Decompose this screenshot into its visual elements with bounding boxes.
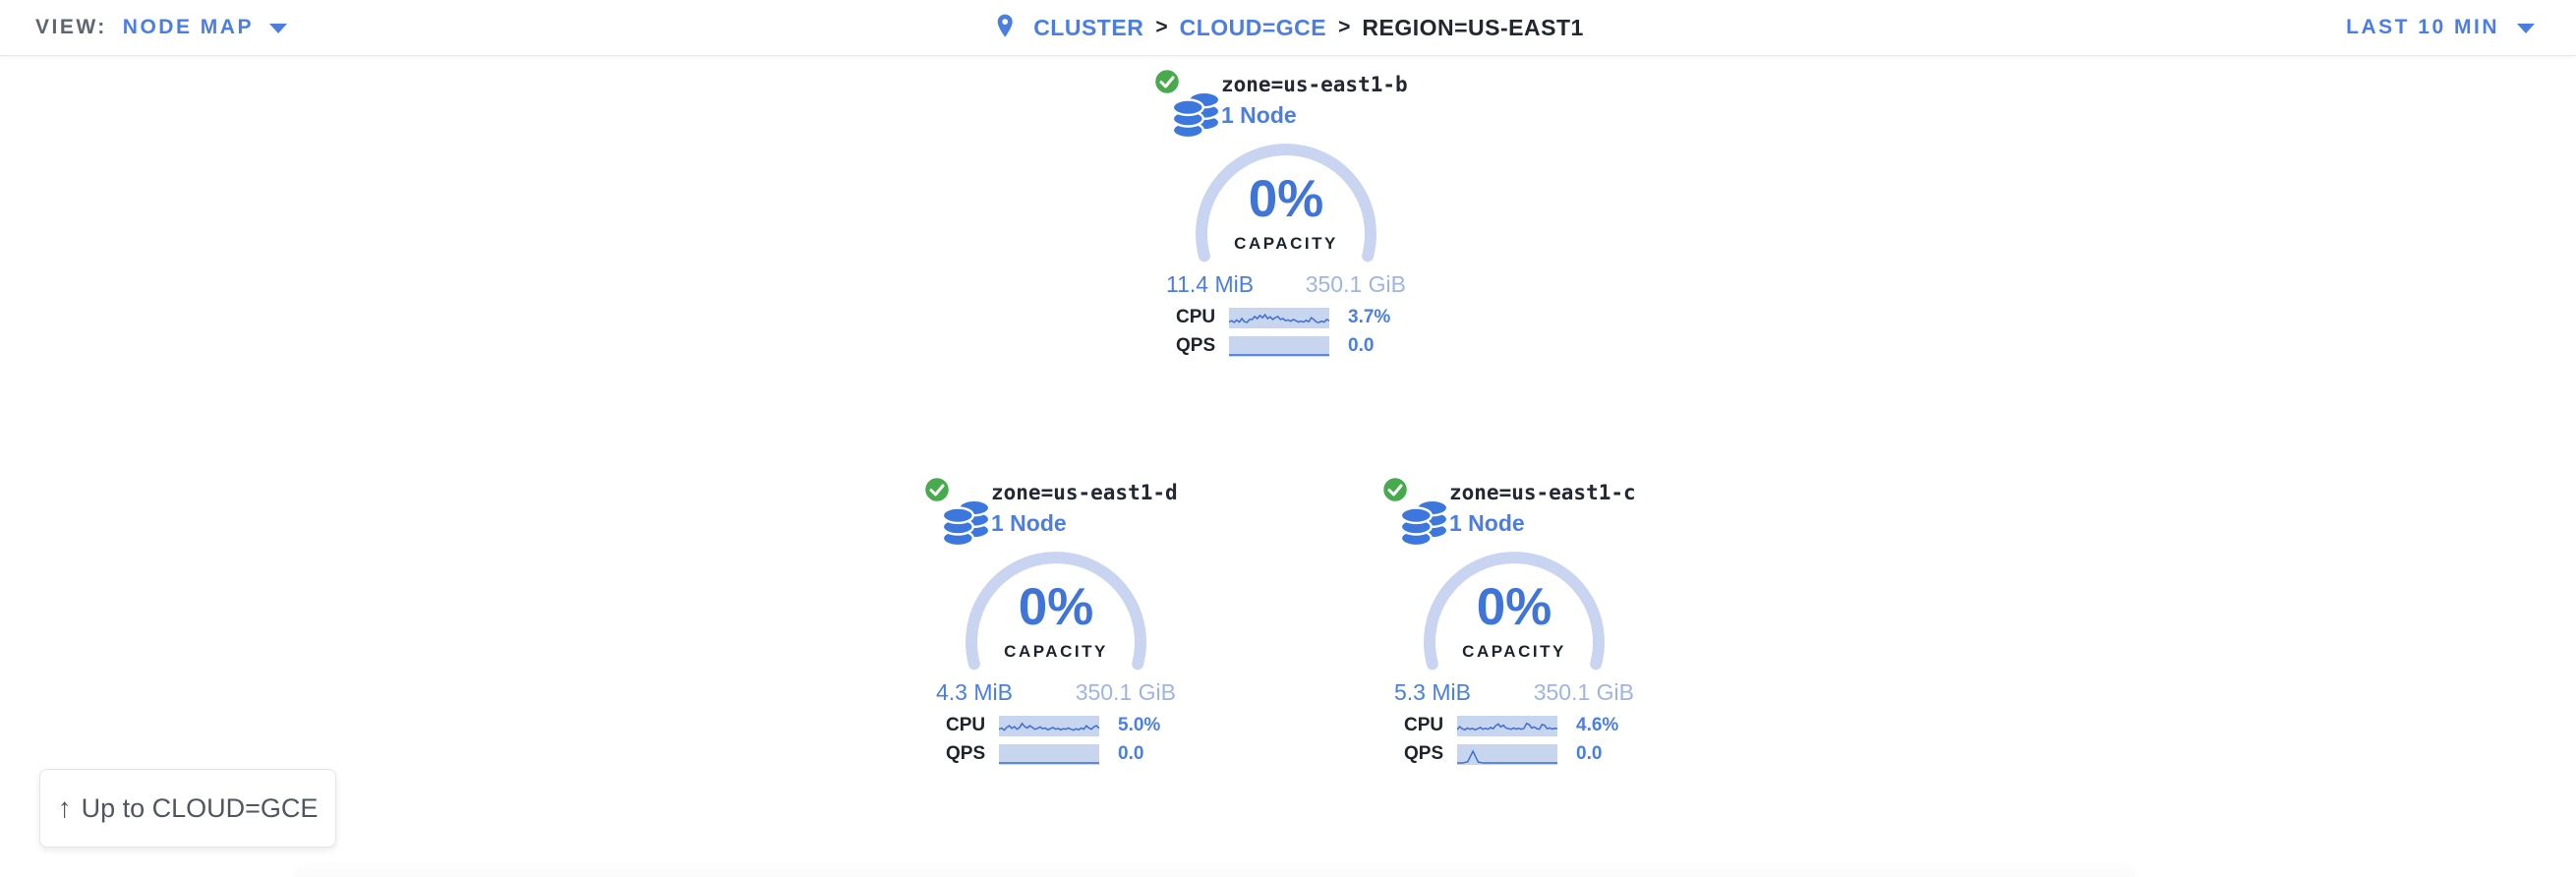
chevron-down-icon (2517, 24, 2535, 33)
qps-label: QPS (1176, 335, 1216, 356)
zone-node-count: 1 Node (991, 510, 1067, 536)
capacity-used: 11.4 MiB (1166, 271, 1255, 297)
bottom-panel-shadow (295, 859, 2136, 877)
up-to-cloud-button[interactable]: ↑ Up to CLOUD=GCE (39, 769, 336, 848)
chevron-down-icon (268, 24, 287, 33)
breadcrumb: CLUSTER > CLOUD=GCE > REGION=US-EAST1 (992, 0, 1584, 55)
zone-title: zone=us-east1-d (991, 481, 1178, 504)
up-button-label: Up to CLOUD=GCE (81, 792, 319, 823)
qps-label: QPS (946, 743, 986, 764)
qps-sparkline (1229, 335, 1329, 357)
capacity-percent: 0% (1476, 578, 1552, 636)
up-arrow-icon: ↑ (57, 792, 72, 823)
view-value: NODE MAP (122, 16, 254, 38)
zone-title: zone=us-east1-b (1221, 73, 1408, 96)
map-pin-icon (992, 13, 1018, 42)
qps-row: QPS 0.0 (946, 743, 1186, 765)
status-ok-icon (922, 475, 952, 509)
cpu-value: 3.7% (1348, 307, 1391, 327)
cpu-row: CPU 4.6% (1404, 715, 1644, 736)
qps-value: 0.0 (1118, 743, 1144, 764)
cpu-label: CPU (1176, 307, 1216, 327)
capacity-gauge: 0% CAPACITY (958, 544, 1154, 740)
topbar: VIEW: NODE MAP CLUSTER > CLOUD=GCE > REG… (0, 0, 2576, 56)
time-range-value: LAST 10 MIN (2346, 16, 2499, 38)
cpu-label: CPU (946, 715, 986, 735)
qps-value: 0.0 (1348, 335, 1375, 356)
capacity-total: 350.1 GiB (1533, 679, 1634, 705)
breadcrumb-cluster[interactable]: CLUSTER (1033, 14, 1144, 40)
capacity-label: CAPACITY (1462, 642, 1566, 661)
qps-row: QPS 0.0 (1404, 743, 1644, 765)
view-label: VIEW: (35, 16, 107, 38)
qps-sparkline (999, 743, 1099, 765)
zone-header: zone=us-east1-c 1 Node (1380, 471, 1644, 548)
cpu-label: CPU (1404, 715, 1444, 735)
breadcrumb-separator: > (1155, 16, 1168, 38)
qps-sparkline (1457, 743, 1557, 765)
capacity-total: 350.1 GiB (1305, 271, 1406, 297)
capacity-values: 11.4 MiB 350.1 GiB (1166, 271, 1406, 298)
capacity-values: 5.3 MiB 350.1 GiB (1394, 679, 1634, 706)
qps-row: QPS 0.0 (1176, 335, 1416, 357)
gauge-arc (1196, 144, 1376, 263)
cpu-sparkline (1229, 307, 1329, 328)
zone-card-us-east1-c[interactable]: zone=us-east1-c 1 Node 0% CAPACITY 5.3 M… (1380, 471, 1644, 765)
capacity-values: 4.3 MiB 350.1 GiB (936, 679, 1176, 706)
zone-node-count: 1 Node (1449, 510, 1525, 536)
capacity-gauge: 0% CAPACITY (1188, 136, 1384, 332)
status-ok-icon (1152, 67, 1182, 101)
breadcrumb-region-current: REGION=US-EAST1 (1362, 14, 1584, 40)
breadcrumb-cloud-gce[interactable]: CLOUD=GCE (1179, 14, 1327, 40)
zone-card-us-east1-b[interactable]: zone=us-east1-b 1 Node 0% CAPACITY 11.4 … (1152, 63, 1416, 357)
database-stack-icon (1170, 87, 1223, 145)
zone-header: zone=us-east1-b 1 Node (1152, 63, 1416, 140)
cpu-sparkline (999, 715, 1099, 736)
time-range-dropdown[interactable]: LAST 10 MIN (2346, 0, 2535, 55)
capacity-used: 5.3 MiB (1394, 679, 1471, 705)
capacity-used: 4.3 MiB (936, 679, 1013, 705)
cpu-value: 5.0% (1118, 715, 1161, 735)
zone-title: zone=us-east1-c (1449, 481, 1636, 504)
view-switcher-dropdown[interactable]: VIEW: NODE MAP (35, 0, 287, 55)
breadcrumb-separator: > (1338, 16, 1351, 38)
qps-label: QPS (1404, 743, 1444, 764)
cpu-value: 4.6% (1576, 715, 1619, 735)
database-stack-icon (1398, 495, 1451, 553)
cpu-row: CPU 5.0% (946, 715, 1186, 736)
capacity-percent: 0% (1248, 170, 1324, 228)
zone-node-count: 1 Node (1221, 102, 1297, 128)
cpu-sparkline (1457, 715, 1557, 736)
cpu-row: CPU 3.7% (1176, 307, 1416, 328)
database-stack-icon (940, 495, 993, 553)
capacity-label: CAPACITY (1234, 234, 1338, 253)
gauge-arc (1424, 552, 1605, 671)
capacity-percent: 0% (1018, 578, 1094, 636)
zone-card-us-east1-d[interactable]: zone=us-east1-d 1 Node 0% CAPACITY 4.3 M… (922, 471, 1186, 765)
zone-header: zone=us-east1-d 1 Node (922, 471, 1186, 548)
gauge-arc (966, 552, 1146, 671)
capacity-label: CAPACITY (1004, 642, 1108, 661)
capacity-total: 350.1 GiB (1075, 679, 1176, 705)
status-ok-icon (1380, 475, 1410, 509)
qps-value: 0.0 (1576, 743, 1603, 764)
capacity-gauge: 0% CAPACITY (1416, 544, 1612, 740)
